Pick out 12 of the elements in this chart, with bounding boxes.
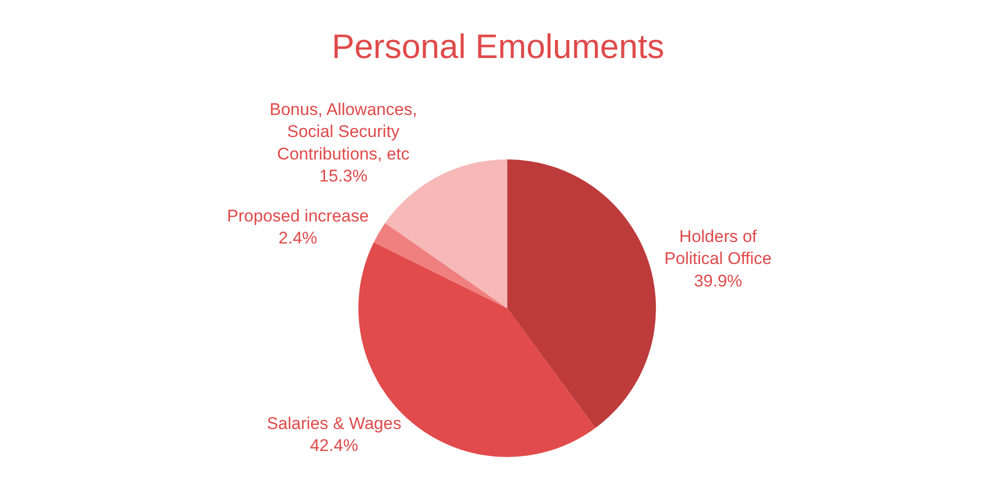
slice-label: Holders of Political Office xyxy=(664,227,772,268)
slice-label: Salaries & Wages xyxy=(266,414,402,433)
data-label: 2.4% xyxy=(278,228,318,248)
slice-label: Bonus, Allowances, Social Security Contributions, etc xyxy=(270,100,418,164)
data-label: 42.4% xyxy=(310,436,358,455)
data-label: 15.3% xyxy=(319,166,368,186)
pie-slice xyxy=(507,159,656,428)
slice-label: Proposed increase xyxy=(227,206,369,226)
chart-title: Personal Emoluments xyxy=(332,28,664,66)
pie-slice xyxy=(385,159,508,308)
data-label: 39.9% xyxy=(694,271,742,290)
pie-slice xyxy=(374,223,508,308)
